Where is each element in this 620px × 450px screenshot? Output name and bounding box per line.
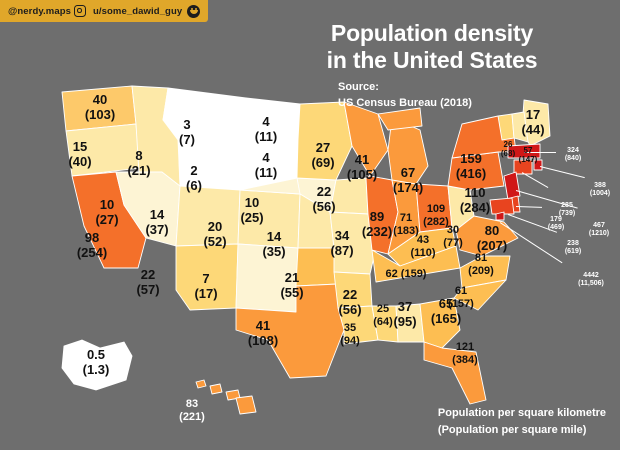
state-shape-nc [459, 255, 511, 289]
state-shape-nj [503, 171, 521, 201]
state-shape-co [237, 189, 301, 249]
state-shape-md [489, 197, 515, 215]
source-line-2: US Census Bureau (2018) [338, 96, 472, 109]
state-shape-ia [329, 177, 369, 215]
instagram-handle: @nerdy.maps [8, 5, 71, 17]
state-shape-or [65, 123, 141, 177]
legend-line-1: Population per square kilometre [437, 407, 606, 419]
state-shape-fl [423, 341, 487, 405]
state-shape-nh [511, 111, 529, 143]
legend-caption: Population per square kilometre (Populat… [438, 405, 606, 438]
reddit-icon [187, 4, 201, 18]
state-shape-ri [533, 159, 543, 171]
state-shape-mn [296, 101, 353, 181]
state-shape-ar [333, 271, 373, 309]
state-shape-wi [343, 101, 389, 177]
state-shape-hi4 [235, 395, 257, 415]
attribution-bar: @nerdy.maps u/some_dawid_guy [0, 0, 209, 22]
state-shape-wy [177, 139, 243, 191]
state-shape-al [395, 303, 425, 343]
state-shape-ma [507, 143, 541, 159]
state-shape-dc [495, 211, 505, 221]
state-shape-hi1 [195, 379, 207, 389]
state-shape-az [175, 243, 239, 311]
reddit-handle: u/some_dawid_guy [93, 5, 183, 17]
state-shape-va [455, 215, 519, 257]
state-shape-nm [235, 243, 299, 313]
state-shape-wa [61, 85, 137, 132]
state-shape-mt [162, 87, 247, 146]
source-line-1: Source: [338, 81, 379, 93]
state-shape-pa [447, 151, 505, 191]
state-shape-mi-up [377, 107, 423, 131]
legend-line-2: (Population per square mile) [437, 423, 587, 436]
page-title: Population density in the United States [262, 20, 602, 74]
leader-line-ma [524, 152, 556, 154]
state-shape-hi2 [209, 383, 223, 395]
title-line-2: in the United States [326, 47, 538, 74]
state-shape-ut [175, 185, 241, 247]
source-note: Source: US Census Bureau (2018) [338, 80, 558, 112]
state-shape-oh [415, 183, 453, 233]
state-shape-tn [371, 245, 461, 283]
instagram-icon [74, 5, 86, 17]
state-shape-ok [295, 247, 339, 287]
state-shape-ak [61, 339, 133, 391]
state-shape-ga [419, 297, 461, 349]
title-line-1: Population density [330, 20, 534, 46]
state-shape-sc [453, 279, 507, 311]
state-shape-ct [513, 159, 533, 175]
state-shape-nd [241, 97, 301, 146]
state-shape-la [337, 305, 379, 345]
state-shape-ky [387, 227, 457, 267]
